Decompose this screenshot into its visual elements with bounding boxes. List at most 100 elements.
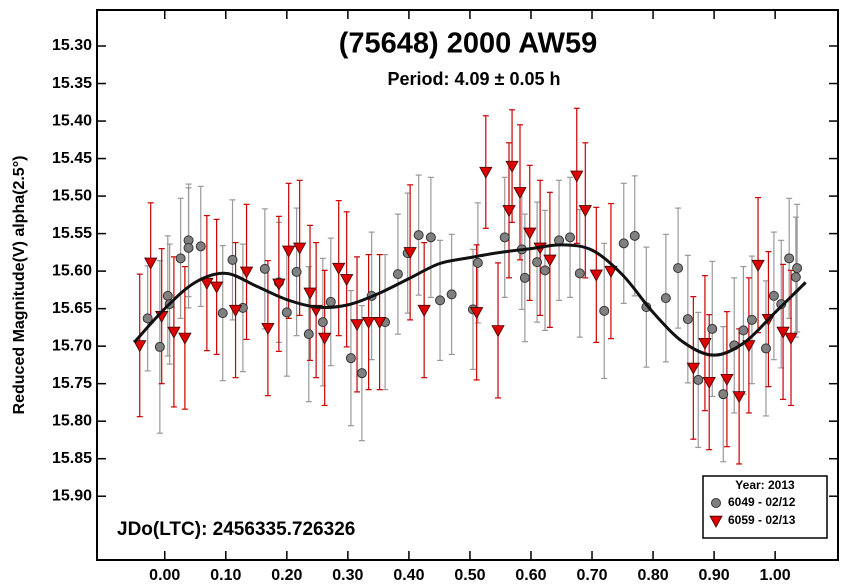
point (228, 304, 243, 317)
point (523, 227, 537, 240)
x-tick-label: 0.40 (393, 567, 424, 584)
point (281, 307, 292, 318)
point (392, 269, 403, 280)
point (435, 295, 446, 306)
y-tick-label: 15.45 (52, 150, 92, 167)
y-tick-label: 15.70 (52, 337, 92, 354)
point (698, 337, 712, 350)
legend-label: 6049 - 02/12 (728, 495, 796, 509)
point (372, 316, 387, 329)
point (718, 389, 729, 400)
x-tick-label: 0.00 (149, 567, 180, 584)
point (417, 304, 431, 317)
point (178, 332, 192, 345)
x-tick-label: 0.60 (515, 567, 546, 584)
point (209, 281, 224, 294)
point (768, 290, 779, 301)
point (272, 278, 286, 291)
point (738, 325, 749, 336)
point (760, 343, 771, 354)
point (339, 274, 354, 287)
y-axis-label: Reduced Magnitude(V) alpha(2.5°) (11, 156, 28, 415)
point (217, 308, 228, 319)
legend-box (702, 475, 828, 539)
point (686, 362, 701, 375)
point (618, 238, 629, 249)
point (425, 232, 436, 243)
point (499, 232, 510, 243)
point (195, 241, 206, 252)
point (776, 326, 790, 339)
y-tick-label: 15.90 (52, 487, 92, 504)
point (446, 289, 457, 300)
point (693, 374, 704, 385)
point (142, 313, 153, 324)
plot-frame (96, 9, 839, 561)
x-tick-label: 0.10 (210, 567, 241, 584)
point (784, 253, 795, 264)
x-tick-label: 0.90 (699, 567, 730, 584)
point (702, 376, 716, 389)
point (133, 340, 147, 353)
y-tick-label: 15.35 (52, 75, 92, 92)
point (469, 307, 484, 320)
point (513, 187, 527, 200)
x-tick-label: 1.00 (760, 567, 791, 584)
point (574, 268, 585, 279)
point (682, 314, 693, 325)
chart-title: (75648) 2000 AW59 (339, 28, 597, 60)
point (720, 373, 734, 386)
y-tick-label: 15.60 (52, 262, 92, 279)
point (505, 160, 519, 173)
y-tick-label: 15.40 (52, 112, 92, 129)
point (519, 272, 530, 283)
point (350, 319, 364, 332)
point (532, 257, 543, 268)
y-tick-label: 15.65 (52, 300, 92, 317)
point (183, 242, 194, 253)
y-tick-label: 15.75 (52, 375, 92, 392)
point (784, 332, 798, 345)
point (281, 245, 296, 258)
legend-marker (709, 515, 723, 528)
annotation: JDo(LTC): 2456335.726326 (117, 519, 355, 540)
point (175, 253, 186, 264)
point (790, 272, 801, 283)
point (570, 170, 584, 183)
point (292, 242, 307, 255)
point (291, 266, 302, 277)
y-tick-label: 15.30 (52, 37, 92, 54)
legend-marker (711, 498, 721, 508)
point (792, 263, 803, 274)
x-tick-label: 0.70 (576, 567, 607, 584)
fit-curve (133, 243, 807, 357)
point (707, 323, 718, 334)
point (491, 325, 505, 338)
legend: Year: 2013 6049 - 02/12 6059 - 02/13 (702, 475, 828, 539)
point (325, 296, 336, 307)
point (317, 332, 332, 345)
legend-label: 6059 - 02/13 (728, 513, 796, 527)
x-tick-label: 0.50 (454, 567, 485, 584)
point (540, 265, 551, 276)
point (162, 290, 173, 301)
point (303, 329, 314, 340)
legend-title: Year: 2013 (735, 478, 795, 492)
x-tick-label: 0.30 (332, 567, 363, 584)
point (332, 262, 346, 275)
point (732, 391, 746, 404)
y-tick-label: 15.85 (52, 450, 92, 467)
point (413, 230, 424, 241)
point (227, 254, 238, 265)
point (751, 259, 765, 272)
y-tick-label: 15.80 (52, 412, 92, 429)
point (259, 263, 270, 274)
point (599, 305, 610, 316)
point (604, 265, 618, 278)
point (261, 322, 275, 335)
point (403, 247, 417, 260)
point (303, 287, 317, 300)
point (565, 232, 576, 243)
